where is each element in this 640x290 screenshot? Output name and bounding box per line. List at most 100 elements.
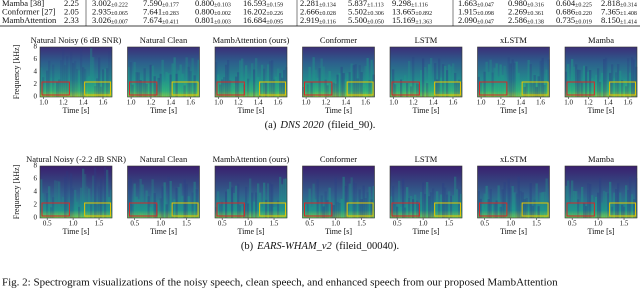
spectral-stripe xyxy=(265,82,268,97)
spectral-stripe xyxy=(100,178,103,218)
std-subscript: ±1.116 xyxy=(411,3,428,9)
y-tick-label: 2 xyxy=(34,80,38,88)
spectral-stripe xyxy=(450,195,453,218)
spectral-stripe xyxy=(619,192,622,218)
spectral-stripe xyxy=(358,189,361,218)
spectral-stripe xyxy=(424,193,427,218)
spectral-stripe xyxy=(223,77,226,97)
highlight-box xyxy=(521,81,549,96)
spectral-stripe xyxy=(511,186,514,218)
x-tick-label: 1.0 xyxy=(244,220,253,228)
panel-frame xyxy=(214,46,288,98)
spectral-stripe xyxy=(261,64,264,97)
spectral-stripe xyxy=(279,73,282,97)
cell-value: 2.25 xyxy=(64,0,79,8)
spectral-stripe xyxy=(591,195,594,218)
spectral-stripe xyxy=(70,173,73,218)
spectral-stripe xyxy=(354,183,357,218)
spectral-stripe xyxy=(338,202,341,218)
spectral-stripe xyxy=(304,204,307,218)
spectral-stripe xyxy=(215,62,218,97)
spectral-stripe xyxy=(271,184,274,218)
spectral-stripe xyxy=(565,185,568,218)
x-tick-label: 0.5 xyxy=(43,220,52,228)
x-tick-label: 1.6 xyxy=(274,99,283,107)
spectral-stripe xyxy=(525,83,528,97)
cell-value: 2.586 xyxy=(508,15,527,25)
spectral-stripe xyxy=(511,59,514,97)
spectral-stripe xyxy=(529,64,532,97)
spectral-stripe xyxy=(364,65,367,97)
cell-value: 0.686 xyxy=(556,6,575,16)
spectral-stripe xyxy=(635,178,638,218)
table-cell: 16.202±0.226 xyxy=(243,6,283,17)
spectral-stripe xyxy=(633,59,636,97)
spectral-stripe xyxy=(358,65,361,97)
spectral-stripe xyxy=(603,190,606,218)
spectral-stripe xyxy=(129,62,132,97)
spectral-stripe xyxy=(145,83,148,97)
table-cell: 1.663±0.047 xyxy=(458,0,494,9)
spectral-stripe xyxy=(537,206,540,218)
std-subscript: ±0.314 xyxy=(620,3,637,9)
spectral-stripe xyxy=(263,182,266,218)
panel-frame xyxy=(389,165,463,219)
spectral-stripe xyxy=(181,73,184,97)
spectral-stripe xyxy=(251,192,254,218)
spectral-stripe xyxy=(344,79,347,97)
spectral-stripe xyxy=(364,198,367,218)
spectral-stripe xyxy=(426,182,429,218)
spectral-stripe xyxy=(149,207,152,218)
spectral-stripe xyxy=(147,86,150,97)
x-axis-label: Time [s] xyxy=(412,106,439,115)
spectral-stripe xyxy=(487,71,490,97)
highlight-box xyxy=(346,202,374,217)
cell-value: 0.604 xyxy=(556,0,576,8)
highlight-box xyxy=(304,81,333,96)
panel-frame xyxy=(477,165,550,219)
spectral-stripe xyxy=(392,185,395,218)
spectral-stripe xyxy=(189,203,192,218)
cell-value: 7.674 xyxy=(143,15,163,25)
std-subscript: ±0.283 xyxy=(162,11,179,17)
spectral-stripe xyxy=(402,79,405,97)
x-axis-label: Time [s] xyxy=(150,227,177,236)
panel-frame xyxy=(389,46,463,98)
panel-title: xLSTM xyxy=(500,35,527,45)
spectral-stripe xyxy=(245,186,248,218)
x-tick-label: 1.0 xyxy=(156,220,165,228)
std-subscript: ±1.363 xyxy=(415,20,432,26)
table-cell: 2.25 xyxy=(64,0,79,8)
panel-title: Natural Noisy (-2.2 dB SNR) xyxy=(26,154,126,164)
spectral-stripe xyxy=(633,199,636,218)
spectral-stripe xyxy=(513,63,516,97)
spectral-stripe xyxy=(607,86,610,97)
spectral-stripe xyxy=(541,192,544,218)
spectral-stripe xyxy=(225,191,228,218)
spectral-stripe xyxy=(595,196,598,218)
spectral-stripe xyxy=(273,207,276,218)
x-tick-label: 1.2 xyxy=(234,99,243,107)
spectral-stripe xyxy=(402,178,405,218)
highlight-box xyxy=(304,202,333,217)
spectrogram xyxy=(390,47,462,97)
std-subscript: ±0.225 xyxy=(575,3,592,9)
std-subscript: ±0.177 xyxy=(162,3,179,9)
spectral-stripe xyxy=(583,202,586,218)
std-subscript: ±0.050 xyxy=(367,20,384,26)
spectral-stripe xyxy=(623,206,626,218)
spectral-stripe xyxy=(372,74,375,97)
spectral-stripe xyxy=(153,76,156,97)
spectral-stripe xyxy=(404,75,407,97)
spectral-stripe xyxy=(235,185,238,218)
spectral-stripe xyxy=(348,72,351,97)
spectral-stripe xyxy=(137,199,140,218)
panel-frame xyxy=(127,46,200,98)
cell-value: 7.590 xyxy=(143,0,162,8)
spectral-stripe xyxy=(499,206,502,218)
spectral-stripe xyxy=(428,64,431,97)
spectral-stripe xyxy=(519,190,522,218)
highlight-box xyxy=(391,81,420,96)
highlight-box xyxy=(129,202,158,217)
x-axis-label: Time [s] xyxy=(150,106,177,115)
